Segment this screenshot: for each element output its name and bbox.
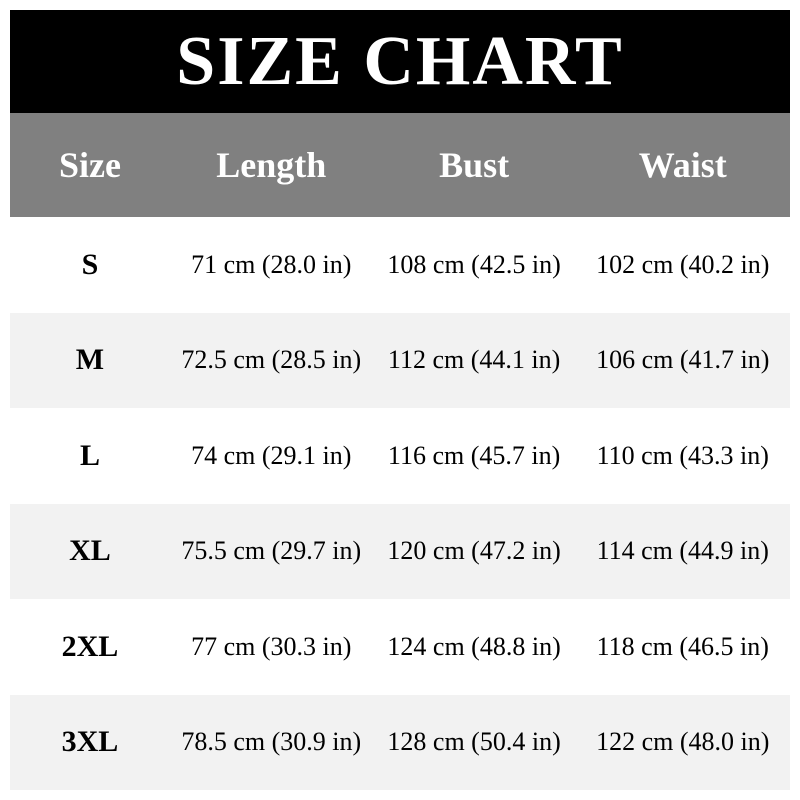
table-row-l: L 74 cm (29.1 in) 116 cm (45.7 in) 110 c… [10, 408, 790, 504]
length-value: 71 cm (28.0 in) [191, 249, 352, 279]
title-banner: SIZE CHART [10, 10, 790, 113]
column-header-bust: Bust [439, 145, 510, 185]
size-label: XL [69, 534, 111, 568]
size-label: M [75, 343, 105, 377]
column-header-size: Size [58, 145, 121, 185]
table-row-s: S 71 cm (28.0 in) 108 cm (42.5 in) 102 c… [10, 217, 790, 313]
length-value: 74 cm (29.1 in) [191, 440, 352, 470]
table-body: S 71 cm (28.0 in) 108 cm (42.5 in) 102 c… [10, 217, 790, 790]
size-label: S [81, 247, 99, 281]
bust-value: 116 cm (45.7 in) [387, 440, 561, 470]
waist-value: 110 cm (43.3 in) [596, 440, 769, 470]
waist-value: 102 cm (40.2 in) [596, 249, 770, 279]
length-value: 72.5 cm (28.5 in) [181, 345, 362, 375]
bust-value: 120 cm (47.2 in) [387, 536, 561, 566]
table-row-3xl: 3XL 78.5 cm (30.9 in) 128 cm (50.4 in) 1… [10, 694, 790, 790]
table-row-m: M 72.5 cm (28.5 in) 112 cm (44.1 in) 106… [10, 312, 790, 408]
waist-value: 114 cm (44.9 in) [596, 536, 769, 566]
column-header-length: Length [216, 145, 327, 185]
length-value: 78.5 cm (30.9 in) [181, 727, 362, 757]
bust-value: 128 cm (50.4 in) [387, 727, 561, 757]
length-value: 75.5 cm (29.7 in) [181, 536, 362, 566]
waist-value: 122 cm (48.0 in) [596, 727, 770, 757]
column-header-waist: Waist [638, 145, 727, 185]
size-label: L [79, 438, 100, 472]
waist-value: 106 cm (41.7 in) [596, 345, 770, 375]
size-chart-table: SIZE CHART Size Length Bust Waist S 71 c… [10, 10, 790, 790]
bust-value: 112 cm (44.1 in) [387, 345, 561, 375]
page-title: SIZE CHART [176, 22, 624, 100]
size-label: 3XL [61, 725, 119, 759]
table-row-xl: XL 75.5 cm (29.7 in) 120 cm (47.2 in) 11… [10, 503, 790, 599]
size-label: 2XL [61, 629, 119, 663]
length-value: 77 cm (30.3 in) [191, 631, 352, 661]
table-row-2xl: 2XL 77 cm (30.3 in) 124 cm (48.8 in) 118… [10, 599, 790, 695]
waist-value: 118 cm (46.5 in) [596, 631, 769, 661]
table-header-row: Size Length Bust Waist [10, 113, 790, 217]
bust-value: 108 cm (42.5 in) [387, 249, 561, 279]
bust-value: 124 cm (48.8 in) [387, 631, 561, 661]
